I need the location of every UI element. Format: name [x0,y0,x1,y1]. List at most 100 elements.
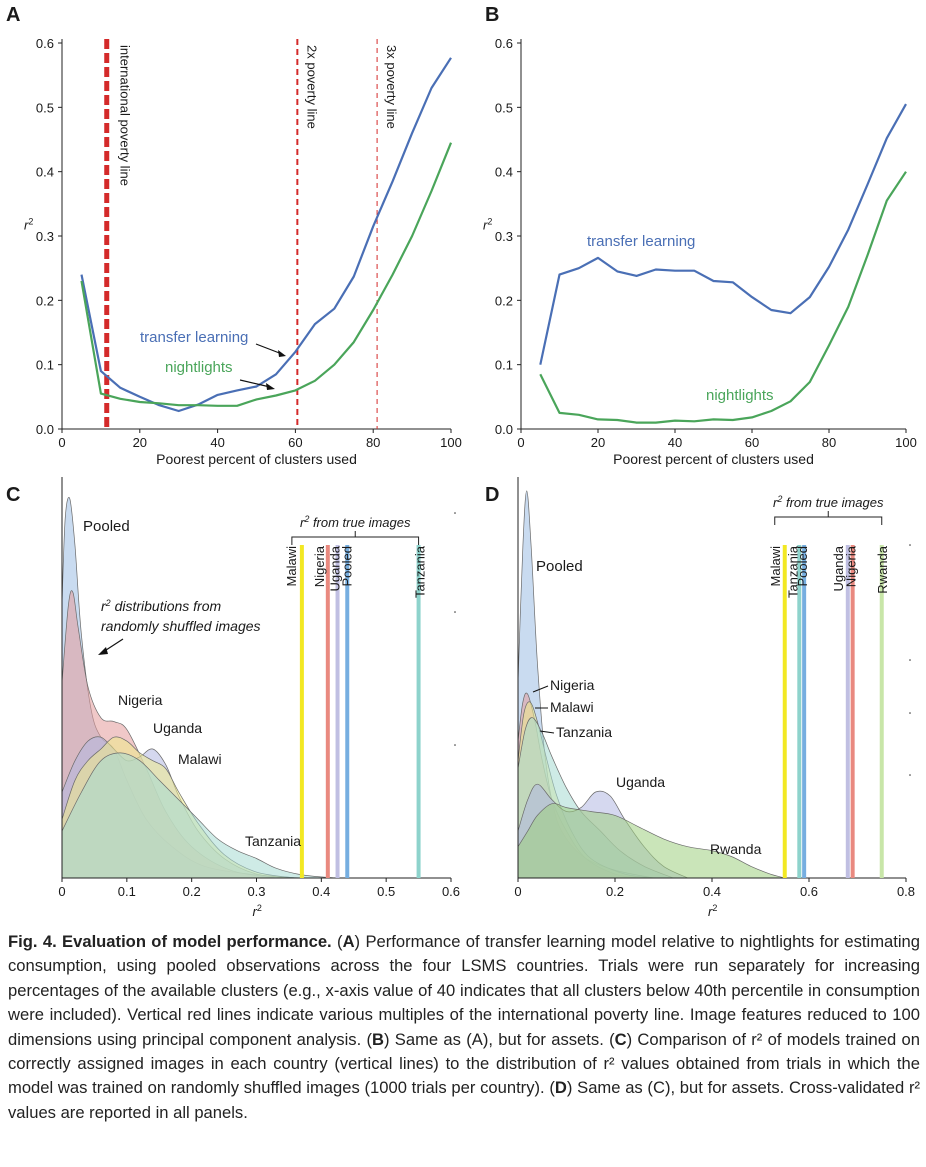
y-tick-label: 0.3 [36,229,54,244]
true-value-label-tanzania: Tanzania [785,545,800,598]
true-value-label-rwanda: Rwanda [875,545,890,593]
x-tick-label: 0 [58,884,65,899]
x-axis-label: r2 [253,903,262,919]
edge-mark [454,611,456,613]
reference-line-label: 2x poverty line [304,45,319,129]
x-tick-label: 40 [668,435,682,450]
arrow-head [98,647,108,655]
annotation-nightlights: nightlights [706,387,774,404]
edge-mark [454,744,456,746]
label-uganda: Uganda [616,774,665,790]
panel-d: D 0 0.2 0.4 0.6 0.8 r2 r2 from true images Malaw… [485,477,915,919]
x-tick-label: 0.4 [312,884,330,899]
caption-text-c: Comparison of r² of models trained on co… [8,1029,920,1098]
series-line-nightlights [80,142,453,407]
y-axis-label: r2 [483,217,492,233]
true-value-label-pooled: Pooled [795,546,810,586]
true-value-label-uganda: Uganda [831,545,846,591]
x-tick-label: 20 [591,435,605,450]
x-tick-label: 0.2 [183,884,201,899]
y-tick-label: 0.2 [495,293,513,308]
x-tick-label: 40 [210,435,224,450]
series-line-nightlights [539,171,907,424]
label-pooled: Pooled [536,558,583,575]
y-tick-label: 0.3 [495,229,513,244]
edge-mark [909,544,911,546]
arrow-head [278,350,286,357]
caption-title: Fig. 4. Evaluation of model performance. [8,932,332,951]
x-tick-label: 60 [288,435,302,450]
density-tanzania [61,752,335,879]
caption-text-d: Same as (C), but for assets. Cross-valid… [8,1078,920,1122]
y-tick-label: 0.5 [495,100,513,115]
x-tick-label: 60 [745,435,759,450]
x-tick-label: 0.6 [800,884,818,899]
label-nigeria: Nigeria [118,692,163,708]
y-tick-label: 0.1 [36,358,54,373]
bracket [774,511,883,525]
y-tick-label: 0.0 [36,422,54,437]
true-value-label-nigeria: Nigeria [312,545,327,587]
x-tick-label: 0.8 [897,884,915,899]
edge-mark [909,774,911,776]
x-tick-label: 20 [133,435,147,450]
panel-c: C 0 0.1 0.2 0.3 0.4 0.5 0.6 r2 r2 from true image… [6,477,460,919]
x-tick-label: 0 [517,435,524,450]
y-tick-label: 0.0 [495,422,513,437]
label-uganda: Uganda [153,720,202,736]
panel-label: D [485,484,499,506]
true-value-label-pooled: Pooled [339,546,354,586]
bracket-label: r2 from true images [773,494,884,510]
x-axis-label: Poorest percent of clusters used [613,451,814,467]
label-pooled: Pooled [83,518,130,535]
true-value-label-uganda: Uganda [328,545,343,591]
figure-caption: Fig. 4. Evaluation of model performance.… [8,932,920,1122]
edge-mark [909,659,911,661]
series-line-transfer-learning [539,103,907,365]
arrow-head [266,383,275,390]
caption-text-b: Same as (A), but for assets. [394,1029,604,1049]
caption-label-a: A [342,932,355,951]
y-tick-label: 0.1 [495,358,513,373]
x-tick-label: 0 [514,884,521,899]
true-value-label-malawi: Malawi [768,546,783,587]
label-malawi: Malawi [178,751,222,767]
x-tick-label: 0.4 [703,884,721,899]
caption-label-c: C [614,1029,627,1049]
annotation-transfer-learning: transfer learning [587,233,695,250]
x-tick-label: 0.2 [606,884,624,899]
label-leader [532,685,549,693]
shuffled-note-line1: r2 distributions from [101,598,222,614]
x-tick-label: 100 [895,435,917,450]
caption-label-b: B [372,1029,384,1049]
label-malawi: Malawi [550,699,594,715]
label-nigeria: Nigeria [550,677,595,693]
reference-line-label: international poverty line [118,45,133,186]
annotation-arrow [239,379,271,388]
x-axis-label: Poorest percent of clusters used [156,451,357,467]
panel-b: B 0.0 0.1 0.2 0.3 0.4 0.5 0.6 0 20 40 60 80 100 Poores… [483,4,917,467]
x-tick-label: 0 [58,435,65,450]
y-tick-label: 0.5 [36,100,54,115]
edge-mark [454,512,456,514]
y-axis-label: r2 [24,217,33,233]
x-tick-label: 0.3 [247,884,265,899]
y-tick-label: 0.4 [36,165,54,180]
x-tick-label: 0.1 [118,884,136,899]
caption-text-a: Performance of transfer learning model r… [8,932,920,1049]
y-tick-label: 0.4 [495,165,513,180]
annotation-transfer-learning: transfer learning [140,329,248,346]
bracket [291,531,420,545]
y-tick-label: 0.6 [36,36,54,51]
label-leader [539,730,555,734]
x-tick-label: 80 [822,435,836,450]
panel-label: A [6,4,20,26]
label-tanzania: Tanzania [556,724,612,740]
annotation-nightlights: nightlights [165,359,233,376]
x-tick-label: 0.6 [442,884,460,899]
panel-label: B [485,4,499,26]
bracket-label: r2 from true images [300,514,411,530]
y-tick-label: 0.6 [495,36,513,51]
annotation-arrow [255,343,283,355]
label-tanzania: Tanzania [245,833,301,849]
